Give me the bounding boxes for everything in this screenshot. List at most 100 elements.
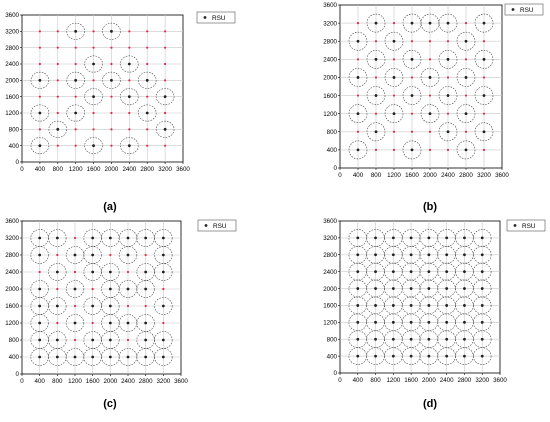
x-tick-label: 3600 bbox=[174, 378, 188, 385]
rsu-marker bbox=[391, 354, 395, 358]
rsu-coverage-circle bbox=[456, 104, 476, 124]
rsu-marker bbox=[356, 320, 360, 324]
rsu-marker bbox=[445, 270, 449, 274]
rsu-marker bbox=[480, 354, 484, 358]
rsu-marker bbox=[356, 354, 360, 358]
y-tick-label: 1200 bbox=[5, 320, 19, 327]
rsu-marker bbox=[74, 111, 78, 115]
rsu-marker bbox=[374, 354, 377, 358]
rsu-marker bbox=[126, 253, 130, 257]
rsu-coverage-circle bbox=[102, 22, 121, 40]
rsu-marker bbox=[91, 304, 95, 308]
grid-intersection-dot bbox=[446, 148, 450, 151]
x-tick-label: 1200 bbox=[387, 172, 401, 179]
grid-intersection-dot bbox=[38, 62, 41, 66]
y-tick-label: 2400 bbox=[323, 57, 337, 64]
x-tick-label: 0 bbox=[338, 377, 342, 384]
rsu-coverage-circle bbox=[154, 331, 173, 349]
y-tick-label: 3200 bbox=[323, 20, 337, 27]
grid-intersection-dot bbox=[126, 338, 130, 342]
grid-intersection-dot bbox=[482, 148, 486, 151]
rsu-coverage-circle bbox=[437, 246, 456, 264]
rsu-coverage-circle bbox=[155, 120, 175, 138]
grid-intersection-dot bbox=[110, 62, 113, 66]
rsu-coverage-circle bbox=[420, 104, 440, 124]
rsu-marker bbox=[145, 111, 149, 115]
grid-intersection-dot bbox=[374, 112, 378, 115]
rsu-coverage-circle bbox=[30, 314, 49, 332]
x-tick-label: 3200 bbox=[475, 377, 489, 384]
grid-intersection-dot bbox=[410, 76, 414, 79]
plot-frame bbox=[339, 220, 501, 374]
rsu-coverage-circle bbox=[101, 314, 120, 332]
x-tick-label: 400 bbox=[35, 378, 46, 385]
rsu-marker bbox=[410, 21, 414, 25]
grid-intersection-dot bbox=[38, 46, 41, 49]
rsu-coverage-circle bbox=[455, 262, 474, 281]
grid-intersection-dot bbox=[38, 30, 41, 33]
grid-intersection-dot bbox=[56, 321, 59, 325]
rsu-marker bbox=[464, 112, 468, 116]
rsu-coverage-circle bbox=[30, 104, 50, 122]
x-tick-label: 1600 bbox=[87, 166, 101, 173]
grid-intersection-dot bbox=[146, 30, 149, 33]
rsu-coverage-circle bbox=[402, 49, 422, 69]
grid-intersection-dot bbox=[56, 46, 59, 49]
rsu-coverage-circle bbox=[456, 68, 476, 87]
rsu-marker bbox=[445, 304, 449, 307]
rsu-marker bbox=[161, 304, 165, 308]
x-tick-label: 2400 bbox=[440, 377, 454, 384]
rsu-coverage-circle bbox=[30, 331, 49, 349]
grid-intersection-dot bbox=[73, 236, 77, 240]
rsu-marker bbox=[374, 320, 377, 324]
y-tick-label: 2000 bbox=[323, 75, 337, 82]
rsu-coverage-circle bbox=[101, 280, 120, 298]
grid-intersection-dot bbox=[164, 79, 167, 82]
grid-intersection-dot bbox=[73, 304, 77, 308]
rsu-marker bbox=[392, 112, 396, 116]
rsu-coverage-circle bbox=[473, 313, 492, 332]
rsu-coverage-circle bbox=[455, 246, 474, 264]
grid-intersection-dot bbox=[164, 46, 167, 49]
rsu-coverage-circle bbox=[83, 246, 102, 264]
grid-intersection-dot bbox=[428, 130, 432, 133]
rsu-coverage-circle bbox=[48, 120, 68, 138]
grid-intersection-dot bbox=[74, 144, 77, 147]
rsu-marker bbox=[463, 304, 466, 307]
grid-intersection-dot bbox=[110, 128, 113, 131]
rsu-coverage-circle bbox=[348, 104, 368, 124]
rsu-marker bbox=[126, 236, 130, 240]
rsu-marker bbox=[38, 253, 42, 257]
rsu-marker bbox=[463, 287, 466, 290]
rsu-coverage-circle bbox=[348, 31, 368, 51]
rsu-coverage-circle bbox=[438, 122, 458, 142]
rsu-coverage-circle bbox=[348, 246, 367, 264]
rsu-coverage-circle bbox=[65, 280, 85, 298]
grid-intersection-dot bbox=[428, 94, 432, 97]
rsu-marker bbox=[446, 130, 450, 134]
rsu-coverage-circle bbox=[136, 229, 155, 247]
rsu-marker bbox=[446, 94, 450, 97]
rsu-coverage-circle bbox=[84, 88, 103, 106]
legend-box bbox=[196, 11, 236, 24]
rsu-marker bbox=[374, 287, 377, 290]
y-tick-label: 400 bbox=[9, 354, 20, 361]
x-tick-label: 800 bbox=[53, 166, 64, 173]
rsu-marker bbox=[38, 78, 42, 82]
y-tick-label: 2000 bbox=[323, 286, 337, 293]
rsu-marker bbox=[55, 270, 59, 274]
grid-intersection-dot bbox=[146, 128, 149, 131]
rsu-marker bbox=[127, 62, 131, 66]
rsu-marker bbox=[409, 320, 413, 324]
rsu-marker bbox=[144, 270, 148, 274]
x-tick-label: 0 bbox=[338, 172, 342, 179]
rsu-coverage-circle bbox=[384, 229, 403, 247]
rsu-marker bbox=[427, 270, 431, 274]
rsu-marker bbox=[480, 270, 484, 274]
rsu-marker bbox=[108, 287, 112, 291]
x-tick-label: 400 bbox=[35, 166, 46, 173]
rsu-marker bbox=[91, 253, 95, 257]
rsu-coverage-circle bbox=[419, 330, 439, 348]
